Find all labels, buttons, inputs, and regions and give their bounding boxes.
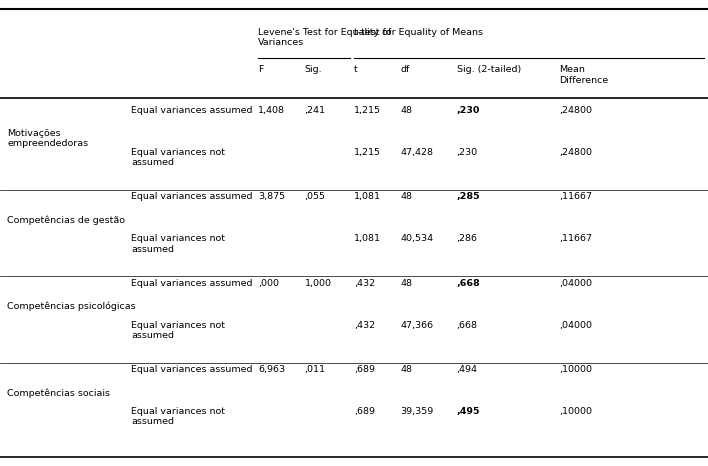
Text: Motivações
empreendedoras: Motivações empreendedoras [7,129,88,149]
Text: 1,081: 1,081 [354,234,381,243]
Text: Levene's Test for Equality of
Variances: Levene's Test for Equality of Variances [258,28,392,48]
Text: Competências psicológicas: Competências psicológicas [7,302,136,311]
Text: ,24800: ,24800 [559,106,593,115]
Text: ,689: ,689 [354,365,375,374]
Text: Equal variances not
assumed: Equal variances not assumed [131,148,225,167]
Text: 1,081: 1,081 [354,192,381,201]
Text: ,495: ,495 [457,407,480,416]
Text: Equal variances assumed: Equal variances assumed [131,192,253,201]
Text: Equal variances assumed: Equal variances assumed [131,365,253,374]
Text: F: F [258,65,264,74]
Text: ,285: ,285 [457,192,480,201]
Text: df: df [400,65,409,74]
Text: 47,366: 47,366 [400,321,433,329]
Text: ,04000: ,04000 [559,321,593,329]
Text: t: t [354,65,358,74]
Text: ,055: ,055 [304,192,326,201]
Text: ,668: ,668 [457,321,478,329]
Text: ,24800: ,24800 [559,148,593,157]
Text: Competências de gestão: Competências de gestão [7,216,125,225]
Text: 48: 48 [400,106,412,115]
Text: 1,215: 1,215 [354,148,381,157]
Text: ,10000: ,10000 [559,407,593,416]
Text: 1,000: 1,000 [304,279,331,288]
Text: ,230: ,230 [457,106,480,115]
Text: ,668: ,668 [457,279,481,288]
Text: 1,215: 1,215 [354,106,381,115]
Text: Mean
Difference: Mean Difference [559,65,609,85]
Text: t-test for Equality of Means: t-test for Equality of Means [354,28,483,37]
Text: ,11667: ,11667 [559,234,593,243]
Text: ,241: ,241 [304,106,326,115]
Text: 48: 48 [400,192,412,201]
Text: ,11667: ,11667 [559,192,593,201]
Text: Sig.: Sig. [304,65,322,74]
Text: ,230: ,230 [457,148,478,157]
Text: ,432: ,432 [354,321,375,329]
Text: ,432: ,432 [354,279,375,288]
Text: ,286: ,286 [457,234,478,243]
Text: ,011: ,011 [304,365,326,374]
Text: ,689: ,689 [354,407,375,416]
Text: ,000: ,000 [258,279,280,288]
Text: Sig. (2-tailed): Sig. (2-tailed) [457,65,521,74]
Text: ,494: ,494 [457,365,478,374]
Text: Equal variances not
assumed: Equal variances not assumed [131,234,225,254]
Text: 48: 48 [400,365,412,374]
Text: 39,359: 39,359 [400,407,433,416]
Text: 6,963: 6,963 [258,365,285,374]
Text: Competências sociais: Competências sociais [7,388,110,397]
Text: ,04000: ,04000 [559,279,593,288]
Text: 3,875: 3,875 [258,192,285,201]
Text: ,10000: ,10000 [559,365,593,374]
Text: 48: 48 [400,279,412,288]
Text: 1,408: 1,408 [258,106,285,115]
Text: Equal variances assumed: Equal variances assumed [131,106,253,115]
Text: Equal variances not
assumed: Equal variances not assumed [131,321,225,340]
Text: Equal variances assumed: Equal variances assumed [131,279,253,288]
Text: 47,428: 47,428 [400,148,433,157]
Text: Equal variances not
assumed: Equal variances not assumed [131,407,225,426]
Text: 40,534: 40,534 [400,234,433,243]
